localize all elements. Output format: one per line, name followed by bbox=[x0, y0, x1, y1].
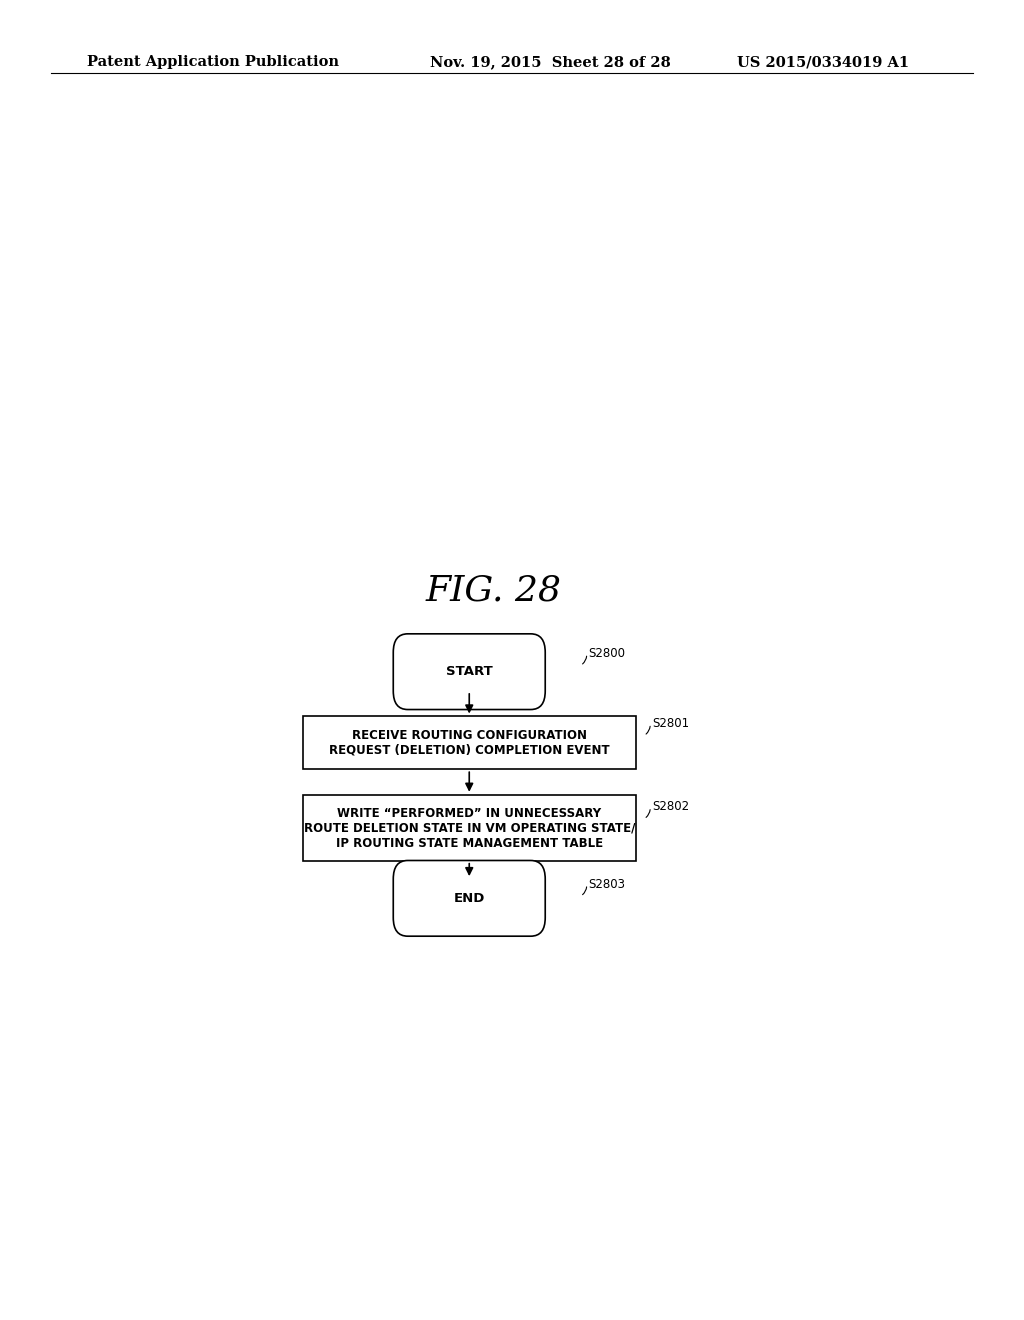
Text: US 2015/0334019 A1: US 2015/0334019 A1 bbox=[737, 55, 909, 70]
Text: START: START bbox=[445, 665, 493, 678]
FancyBboxPatch shape bbox=[303, 795, 636, 861]
FancyBboxPatch shape bbox=[303, 717, 636, 770]
Text: Patent Application Publication: Patent Application Publication bbox=[87, 55, 339, 70]
Text: Nov. 19, 2015  Sheet 28 of 28: Nov. 19, 2015 Sheet 28 of 28 bbox=[430, 55, 671, 70]
Text: END: END bbox=[454, 892, 485, 904]
Text: S2800: S2800 bbox=[588, 647, 626, 660]
Text: RECEIVE ROUTING CONFIGURATION
REQUEST (DELETION) COMPLETION EVENT: RECEIVE ROUTING CONFIGURATION REQUEST (D… bbox=[329, 729, 609, 756]
FancyBboxPatch shape bbox=[393, 634, 545, 710]
Text: WRITE “PERFORMED” IN UNNECESSARY
ROUTE DELETION STATE IN VM OPERATING STATE/
IP : WRITE “PERFORMED” IN UNNECESSARY ROUTE D… bbox=[303, 807, 635, 850]
Text: S2801: S2801 bbox=[652, 717, 689, 730]
Text: S2802: S2802 bbox=[652, 800, 689, 813]
FancyBboxPatch shape bbox=[393, 861, 545, 936]
Text: S2803: S2803 bbox=[588, 878, 626, 891]
Text: FIG. 28: FIG. 28 bbox=[425, 573, 561, 607]
